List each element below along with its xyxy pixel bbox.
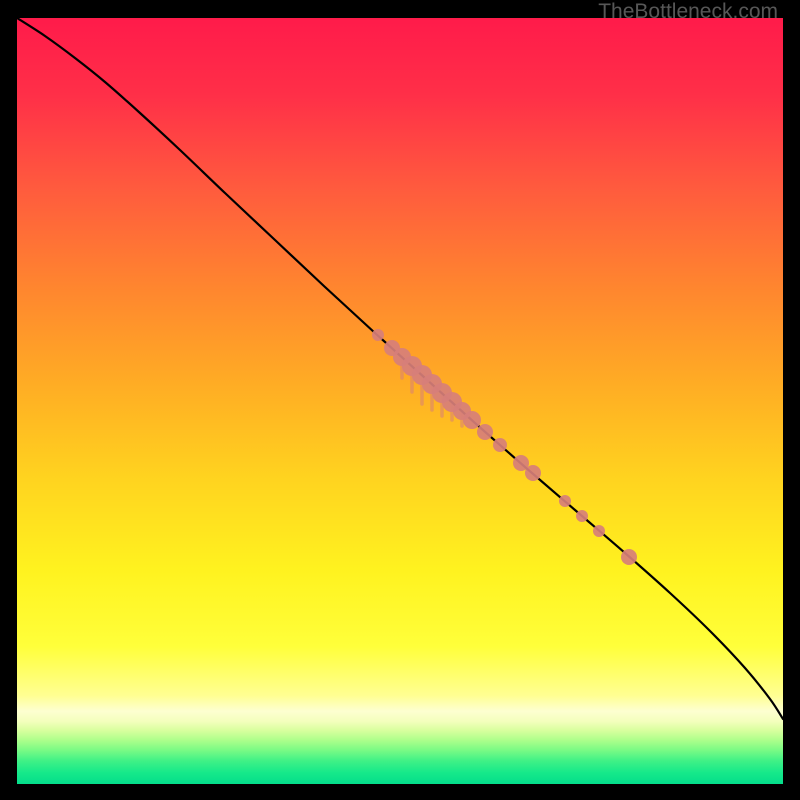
data-marker (621, 549, 637, 565)
data-marker (477, 424, 493, 440)
data-marker (372, 329, 384, 341)
plot-area (17, 18, 783, 784)
data-marker (493, 438, 507, 452)
data-marker (525, 465, 541, 481)
watermark-text: TheBottleneck.com (598, 0, 778, 24)
data-marker (559, 495, 571, 507)
data-marker (593, 525, 605, 537)
data-marker (463, 411, 481, 429)
bottleneck-chart (0, 0, 800, 800)
data-marker (576, 510, 588, 522)
gradient-background (17, 18, 783, 784)
